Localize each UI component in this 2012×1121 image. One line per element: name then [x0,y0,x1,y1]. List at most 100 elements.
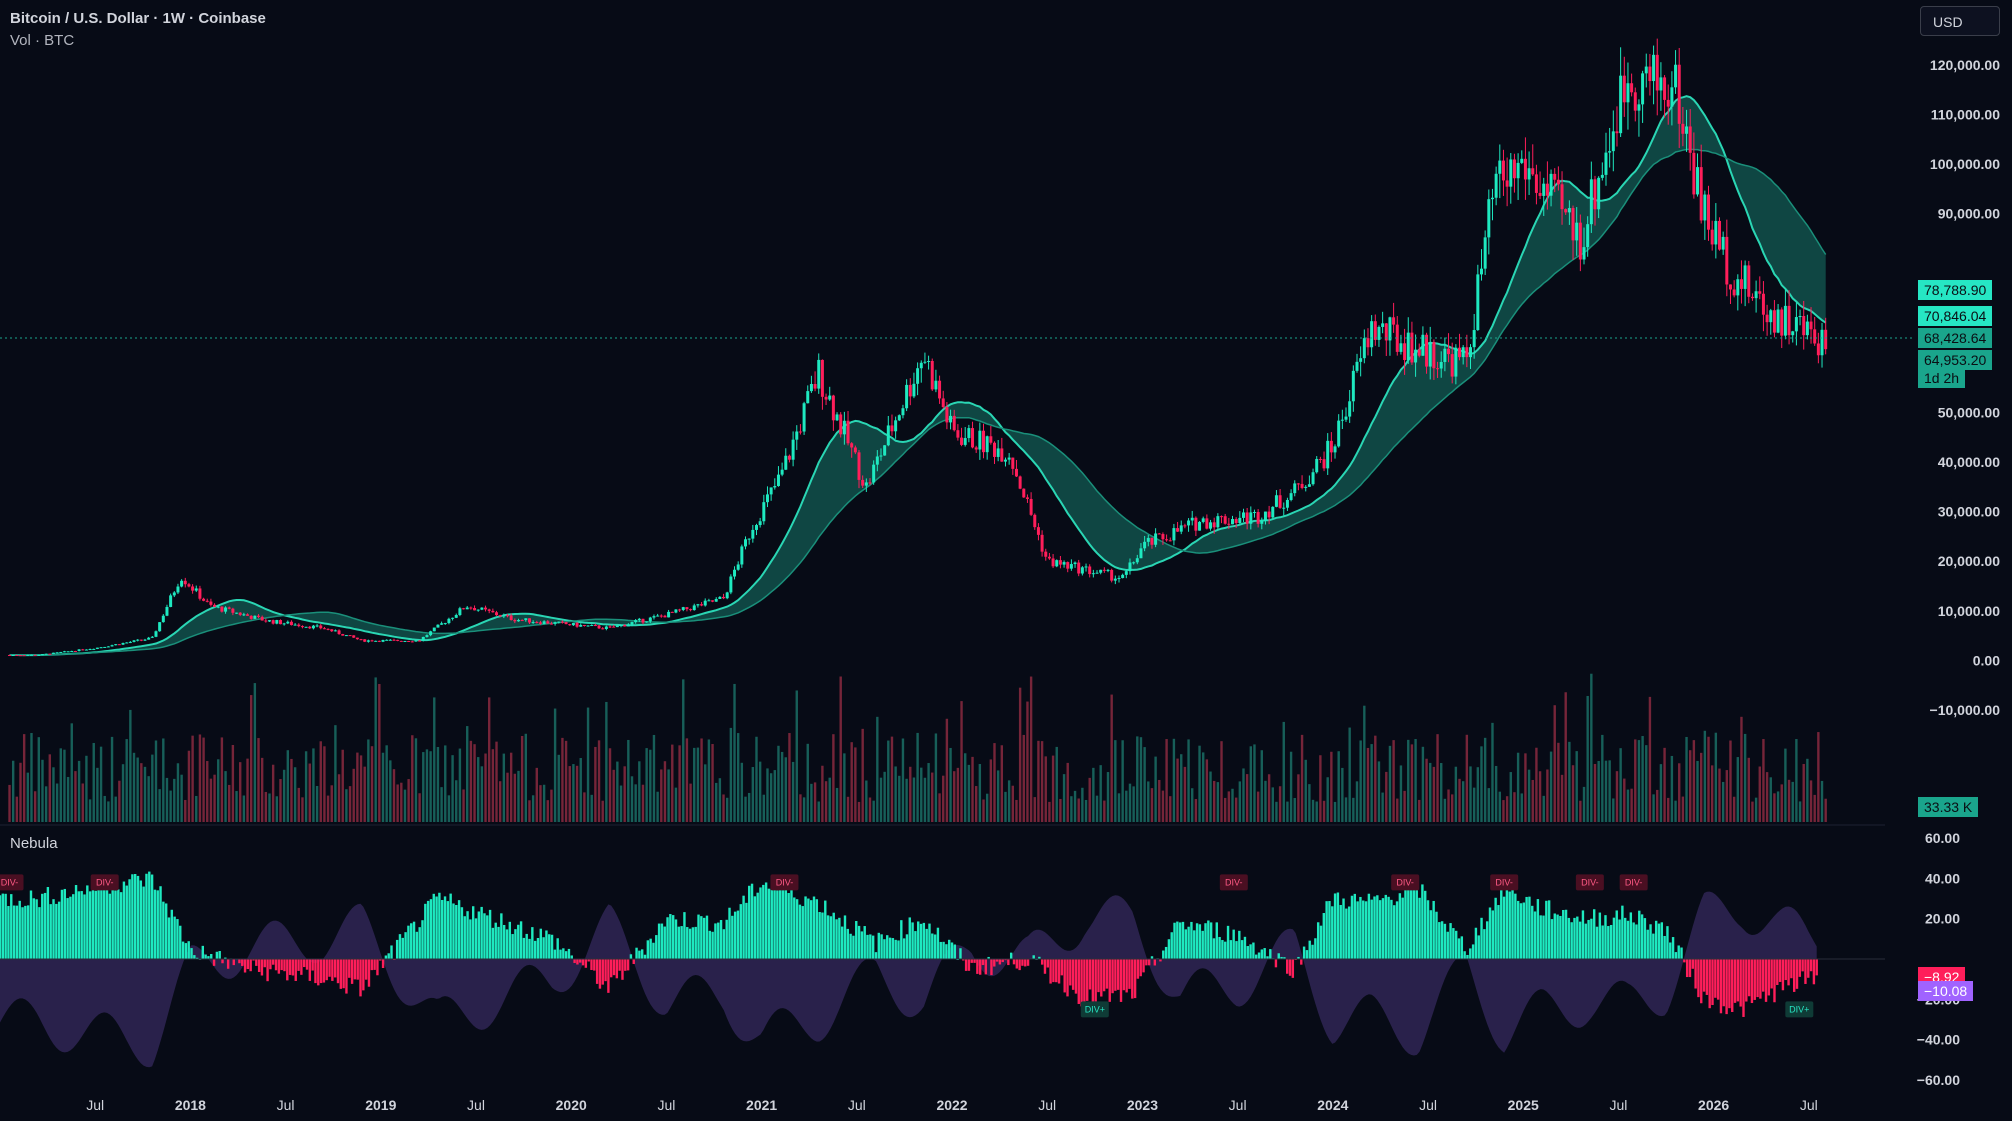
oscillator-bar [1091,959,1095,1003]
volume-bar [162,738,165,822]
volume-bar [846,796,850,822]
volume-legend[interactable]: Vol · BTC [10,32,75,49]
time-axis[interactable]: Jul 2018 Jul 2019 Jul 2020 Jul 2021 Jul 2022 Jul 20… [86,1097,1818,1113]
oscillator-bar [438,892,441,959]
oscillator-bar [1266,956,1269,959]
volume-bar [810,783,813,822]
oscillator-bar [1302,946,1306,959]
candle-body [1428,342,1432,367]
oscillator-bar [1240,940,1244,959]
oscillator-title[interactable]: Nebula [10,835,58,852]
oscillator-bar [252,959,255,961]
oscillator-bar [1778,959,1782,982]
oscillator-bar [15,905,19,959]
volume-bar [26,772,30,822]
oscillator-bar [1345,908,1348,959]
price-tick-label: 10,000.00 [1938,603,2000,619]
candle-body [1084,566,1088,568]
oscillator-bar [314,959,317,984]
oscillator-bar [1187,926,1190,959]
volume-bar [1278,786,1282,822]
candle-body [656,615,660,617]
oscillator-bar [249,959,252,972]
oscillator-bar [756,892,759,959]
oscillator-bar [1159,959,1162,962]
oscillator-bar [556,938,559,959]
volume-bar [1311,799,1315,822]
oscillator-bar [1283,957,1286,959]
candle-body [692,605,696,611]
symbol-title[interactable]: Bitcoin / U.S. Dollar · 1W · Coinbase [10,10,266,27]
oscillator-bar [1164,946,1168,959]
candle-body [1198,521,1202,531]
volume-bar [583,792,586,822]
oscillator-bar [1378,900,1382,959]
volume-bar [202,737,205,822]
oscillator-bar [429,899,433,959]
volume-bar [1245,774,1249,822]
candle-body [106,646,110,648]
candle-body [235,612,239,614]
candle-body [275,620,279,624]
candle-body [634,620,638,623]
volume-bar [37,737,41,822]
candle-body [209,601,213,605]
volume-bar [1663,747,1666,822]
candle-body [945,406,949,423]
volume-bar [173,778,176,822]
oscillator-bar [272,959,275,965]
volume-bar [1304,759,1307,822]
volume-bar [1586,695,1589,822]
oscillator-bar [286,959,289,981]
candle-body [524,618,528,621]
time-tick-label: 2019 [365,1097,396,1113]
candle-body [806,391,810,404]
oscillator-bar [505,929,509,959]
volume-bar [1443,798,1447,822]
candle-body [117,644,121,646]
volume-bar [154,740,158,822]
oscillator-bar [1009,952,1013,959]
volume-bar [590,794,593,822]
divergence-tag [1490,874,1519,891]
candle-body [1696,167,1700,195]
oscillator-bar [1221,940,1224,959]
oscillator-bar [686,927,689,959]
oscillator-bar [793,897,796,959]
volume-bar [722,794,725,822]
volume-bar [1461,781,1465,822]
candle-body [549,623,553,625]
volume-bar [945,718,949,822]
oscillator-bar [345,959,348,994]
volume-bar [1139,737,1143,822]
price-axis[interactable]: 120,000.00110,000.00100,000.0090,000.005… [1930,57,2001,718]
volume-bar [198,734,202,822]
candle-body [363,639,367,642]
volume-bar [960,701,963,822]
oscillator-bar [224,957,227,959]
volume-bar [268,793,271,822]
oscillator-bar [900,920,903,959]
candle-body [1677,64,1681,124]
candle-body [1088,566,1092,575]
oscillator-bar [139,880,143,959]
oscillator-bar [953,944,957,959]
oscillator-bar [232,959,235,966]
oscillator-bar [317,959,320,986]
oscillator-bar [1677,945,1680,959]
candle-body [890,425,894,432]
oscillator-bar [804,896,807,959]
currency-selector[interactable]: USD [1920,6,2000,36]
candle-body [1571,208,1575,241]
candle-body [1670,87,1674,107]
volume-bar [1421,746,1425,822]
oscillator-bar [1277,953,1280,959]
oscillator-bar [29,890,33,959]
oscillator-bar [1083,959,1086,1008]
volume-bar [1407,739,1410,822]
oscillator-bar [1314,938,1317,959]
oscillator-bar [840,926,844,959]
oscillator-bar [1226,925,1230,959]
candle-body [1329,440,1333,453]
